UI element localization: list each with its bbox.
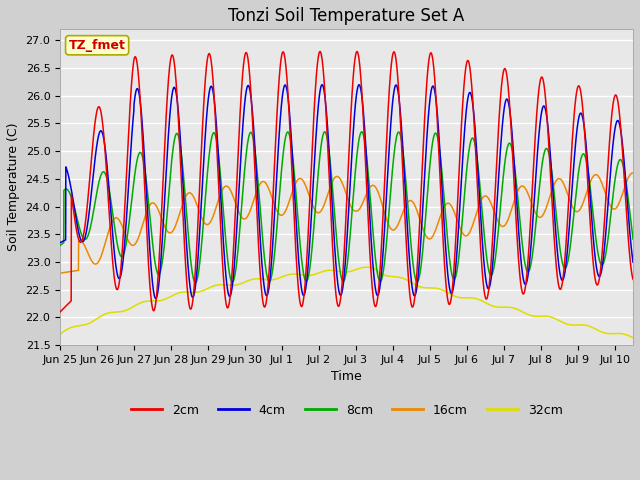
Y-axis label: Soil Temperature (C): Soil Temperature (C): [7, 123, 20, 252]
Text: TZ_fmet: TZ_fmet: [68, 39, 125, 52]
Legend: 2cm, 4cm, 8cm, 16cm, 32cm: 2cm, 4cm, 8cm, 16cm, 32cm: [125, 399, 568, 422]
Title: Tonzi Soil Temperature Set A: Tonzi Soil Temperature Set A: [228, 7, 465, 25]
X-axis label: Time: Time: [332, 371, 362, 384]
